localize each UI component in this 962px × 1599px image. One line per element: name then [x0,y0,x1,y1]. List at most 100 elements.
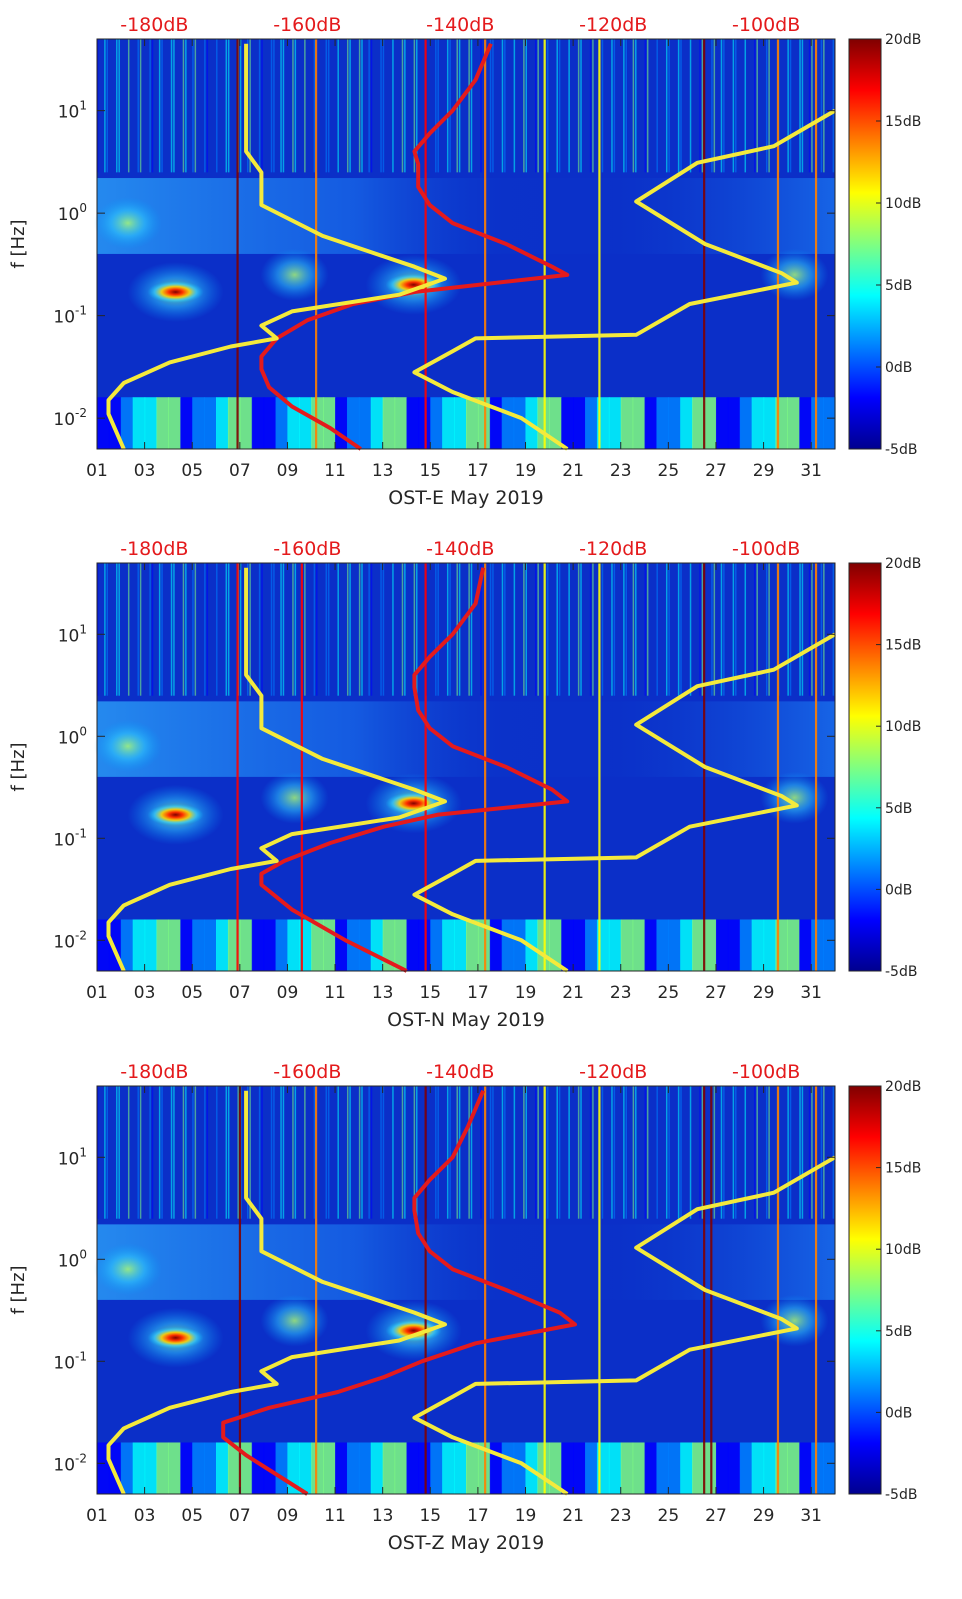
heatmap-streak [789,39,792,173]
heatmap-cell [739,1442,753,1494]
heatmap-streak [149,1086,151,1219]
heatmap-cell [787,1442,800,1494]
heatmap-streak [106,1086,109,1219]
heatmap-high-band [97,1086,835,1219]
event-line [814,1086,818,1494]
heatmap-cell [132,1442,146,1494]
heatmap-cell [204,919,217,971]
heatmap-streak [413,1086,416,1219]
x-tick-label: 27 [705,983,727,1003]
microseism-blob [147,1326,204,1349]
heatmap-cell [275,397,289,449]
heatmap-streak [720,1086,723,1219]
heatmap-streak [249,563,251,696]
heatmap-streak [801,563,804,696]
event-line [814,39,818,449]
heatmap-streak [787,1086,789,1219]
heatmap-streak [206,1086,209,1219]
heatmap-cell [97,1442,110,1494]
event-line [300,563,303,971]
heatmap-streak [546,39,549,173]
heatmap-streak [732,1086,735,1219]
heatmap-cell [323,1442,336,1494]
heatmap-streak [258,1086,261,1219]
heatmap-streak [204,39,206,173]
heatmap-cell [513,1442,527,1494]
heatmap-streak [261,1086,263,1219]
y-tick-label: 101 [58,622,87,646]
heatmap-cell [335,919,348,971]
x-tick-label: 13 [372,983,394,1003]
x-tick-label: 03 [134,983,156,1003]
x-tick-label: 11 [324,1506,346,1526]
heatmap-streak [185,39,187,173]
heatmap-streak [801,39,804,173]
heatmap-streak [823,1086,825,1219]
heatmap-streak [158,563,161,696]
heatmap-streak [723,39,725,173]
heatmap-cell [430,1442,443,1494]
heatmap-streak [249,1086,251,1219]
heatmap-streak [304,563,306,696]
heatmap-streak [665,1086,668,1219]
heatmap-streak [368,563,370,696]
heatmap-cell [144,1442,158,1494]
x-tick-label: 15 [419,983,441,1003]
colorbar-label: -5dB [885,442,917,458]
heatmap-band-mid [97,178,835,254]
heatmap-streak [127,1086,130,1219]
heatmap-streak [346,563,349,696]
y-axis-title: f [Hz] [8,1265,29,1314]
heatmap-cell [644,397,658,449]
heatmap-streak [346,1086,349,1219]
y-tick-label: 101 [58,99,87,123]
event-line [710,1086,713,1494]
y-tick-label: 101 [58,1145,87,1169]
heatmap-streak [504,563,506,696]
heatmap-streak [225,1086,228,1219]
x-tick-label: 19 [515,983,537,1003]
heatmap-streak [370,39,373,173]
heatmap-streak [501,1086,504,1219]
heatmap-streak [170,1086,173,1219]
heatmap-streak [106,563,109,696]
heatmap-cell [216,397,229,449]
heatmap-streak [270,1086,273,1219]
heatmap-streak [592,1086,594,1219]
heatmap-streak [194,39,197,173]
heatmap-streak [435,563,437,696]
heatmap-streak [635,563,637,696]
heatmap-streak [182,563,185,696]
heatmap-cell [466,397,479,449]
heatmap-streak [811,39,813,173]
event-line [776,563,780,971]
heatmap-cell [346,397,360,449]
heatmap-streak [161,563,163,696]
heatmap-streak [458,1086,461,1219]
top-axis-label: -160dB [273,1061,341,1083]
colorbar [848,1085,882,1495]
heatmap-streak [732,39,735,173]
heatmap-cell [204,397,217,449]
heatmap-cell [358,919,372,971]
heatmap-streak [523,39,525,173]
heatmap-streak [468,563,470,696]
heatmap-streak [789,563,792,696]
heatmap-streak [611,39,613,173]
heatmap-streak [623,563,625,696]
heatmap-streak [258,39,261,173]
heatmap-streak [787,39,789,173]
heatmap-streak [104,1086,106,1219]
x-tick-label: 01 [86,461,108,481]
y-tick-label: 10-1 [53,304,87,328]
x-tick-label: 05 [181,1506,203,1526]
event-line [236,563,239,971]
heatmap-streak [756,563,758,696]
heatmap-cell [299,1442,312,1494]
heatmap-streak [382,39,385,173]
heatmap-streak [489,39,492,173]
heatmap-cell [787,397,800,449]
heatmap-streak [349,563,351,696]
heatmap-low-band [97,919,836,971]
colorbar [848,562,882,972]
